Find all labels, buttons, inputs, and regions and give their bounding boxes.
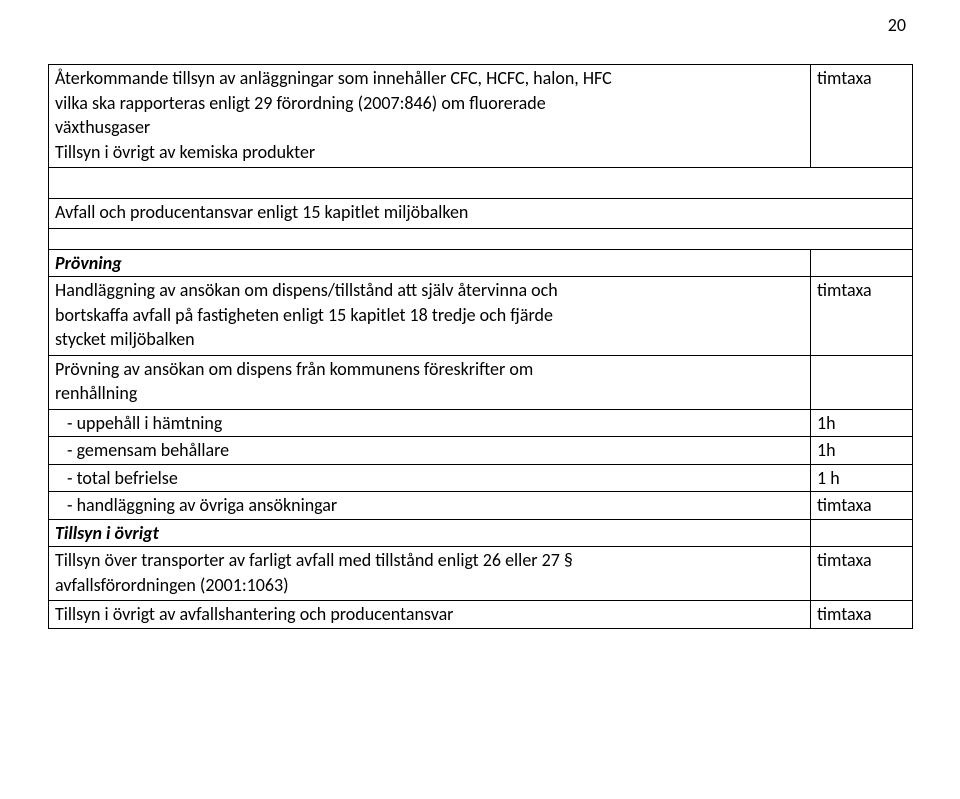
spacer-cell [49,168,811,199]
cell-sub4-value: timtaxa [811,492,913,520]
cell-block1-value: timtaxa [811,65,913,168]
cell-empty [811,249,913,277]
document-table: Återkommande tillsyn av anläggningar som… [48,64,913,629]
table-row: - uppehåll i hämtning 1h [49,409,913,437]
text-line: avfallsförordningen (2001:1063) [55,574,804,597]
table-row: - gemensam behållare 1h [49,437,913,465]
cell-sub2-value: 1h [811,437,913,465]
text-line: Handläggning av ansökan om dispens/tills… [55,279,804,302]
cell-block2-text: Avfall och producentansvar enligt 15 kap… [49,199,811,229]
cell-sub1: - uppehåll i hämtning [49,409,811,437]
cell-item2: Prövning av ansökan om dispens från komm… [49,355,811,409]
cell-item4: Tillsyn i övrigt av avfallshantering och… [49,601,811,629]
text-line: Tillsyn i övrigt av kemiska produkter [55,141,804,164]
table-row: Tillsyn i övrigt [49,519,913,547]
cell-sub4: - handläggning av övriga ansökningar [49,492,811,520]
cell-empty [811,199,913,229]
table-row: Handläggning av ansökan om dispens/tills… [49,277,913,356]
text-line: Avfall och producentansvar enligt 15 kap… [55,201,805,224]
table-row: - handläggning av övriga ansökningar tim… [49,492,913,520]
text-line: stycket miljöbalken [55,328,804,351]
heading-text: Prövning [55,252,122,274]
spacer-cell [49,228,811,249]
spacer-cell [811,228,913,249]
text-line: Återkommande tillsyn av anläggningar som… [55,67,804,90]
text-line: Prövning av ansökan om dispens från komm… [55,358,804,381]
text-line: Tillsyn över transporter av farligt avfa… [55,549,804,572]
cell-empty [811,519,913,547]
text-line: växthusgaser [55,116,804,139]
cell-item4-value: timtaxa [811,601,913,629]
cell-heading: Prövning [49,249,811,277]
text-line: bortskaffa avfall på fastigheten enligt … [55,304,804,327]
cell-item3: Tillsyn över transporter av farligt avfa… [49,547,811,601]
cell-block1-text: Återkommande tillsyn av anläggningar som… [49,65,811,168]
table-row: Prövning av ansökan om dispens från komm… [49,355,913,409]
table-row [49,168,913,199]
cell-item1: Handläggning av ansökan om dispens/tills… [49,277,811,356]
cell-sub3: - total befrielse [49,464,811,492]
cell-sub3-value: 1 h [811,464,913,492]
heading-text: Tillsyn i övrigt [55,522,159,544]
table-row: Tillsyn över transporter av farligt avfa… [49,547,913,601]
cell-item1-value: timtaxa [811,277,913,356]
cell-item3-value: timtaxa [811,547,913,601]
page: 20 Återkommande tillsyn av anläggningar … [0,0,960,799]
cell-sub1-value: 1h [811,409,913,437]
table-row: Avfall och producentansvar enligt 15 kap… [49,199,913,229]
cell-heading2: Tillsyn i övrigt [49,519,811,547]
table-row: Tillsyn i övrigt av avfallshantering och… [49,601,913,629]
text-line: renhållning [55,382,804,405]
table-row: Återkommande tillsyn av anläggningar som… [49,65,913,168]
table-row: Prövning [49,249,913,277]
text-line: vilka ska rapporteras enligt 29 förordni… [55,92,804,115]
spacer-cell [811,168,913,199]
cell-empty [811,355,913,409]
table-row: - total befrielse 1 h [49,464,913,492]
cell-sub2: - gemensam behållare [49,437,811,465]
page-number: 20 [888,14,906,37]
table-row [49,228,913,249]
